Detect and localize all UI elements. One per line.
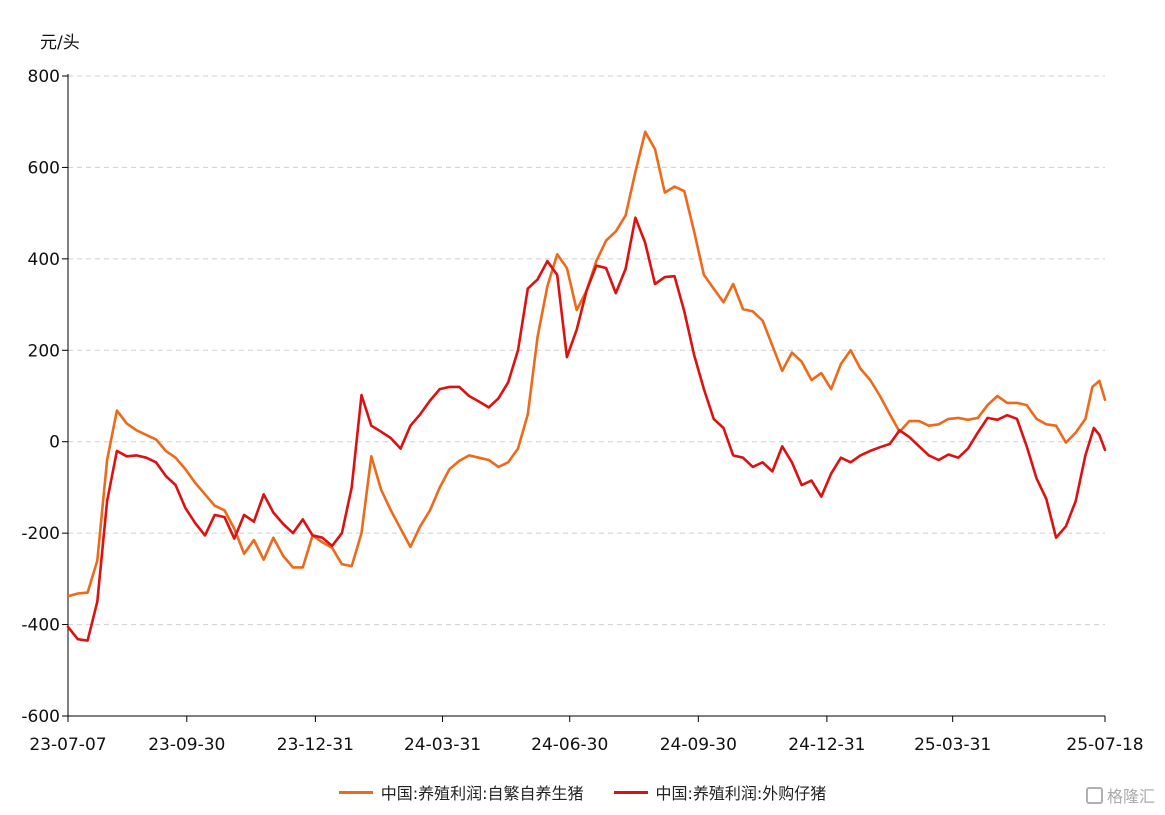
watermark-text: 格隆汇 [1106,787,1155,806]
y-tick-label: 200 [28,341,60,361]
gelonghui-logo-icon [1085,786,1103,804]
y-axis: 800 600 400 200 0 -200 -400 -600 [21,67,69,727]
legend-item-series-2[interactable]: 中国:养殖利润:外购仔猪 [613,780,827,804]
y-tick-label: -200 [21,524,60,544]
y-tick-label: 400 [28,250,60,270]
x-tick-label: 24-03-31 [404,735,481,755]
x-tick-label: 23-12-31 [277,735,354,755]
y-tick-label: 600 [28,158,60,178]
x-tick-label: 24-06-30 [531,735,608,755]
x-tick-label: 23-07-07 [29,735,106,755]
series-line-2 [66,216,1107,642]
legend-label-series-1: 中国:养殖利润:自繁自养生猪 [380,784,584,803]
legend-item-series-1[interactable]: 中国:养殖利润:自繁自养生猪 [338,780,584,804]
legend-swatch-series-1 [338,790,373,794]
y-tick-label: -600 [21,707,60,727]
legend: 中国:养殖利润:自繁自养生猪 中国:养殖利润:外购仔猪 [0,777,1165,807]
y-tick-label: 0 [49,433,60,453]
gridlines [68,75,1105,626]
series-lines [66,130,1107,642]
watermark: 格隆汇 [1085,783,1155,807]
x-tick-label: 23-09-30 [148,735,225,755]
x-tick-label: 25-07-18 [1066,735,1143,755]
x-tick-label: 24-09-30 [660,735,737,755]
legend-label-series-2: 中国:养殖利润:外购仔猪 [655,784,827,803]
x-tick-label: 24-12-31 [788,735,865,755]
y-tick-label: -400 [21,616,60,636]
legend-swatch-series-2 [613,790,648,794]
x-tick-label: 25-03-31 [914,735,991,755]
series-line-1 [66,130,1107,598]
x-axis: 23-07-07 23-09-30 23-12-31 24-03-31 24-06-30… [29,715,1144,755]
y-tick-label: 800 [28,67,60,87]
y-axis-unit-label: 元/头 [40,33,80,53]
